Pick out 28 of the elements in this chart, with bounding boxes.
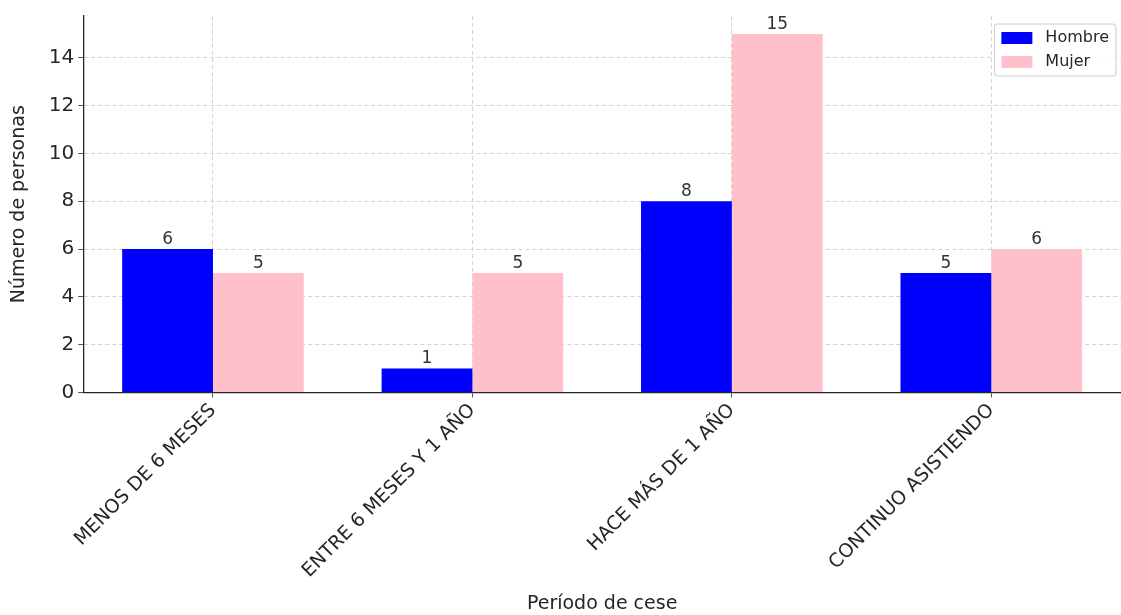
y-tick-label: 10 bbox=[48, 139, 75, 164]
x-axis-title: Período de cese bbox=[526, 590, 678, 613]
legend-label: Mujer bbox=[1045, 51, 1091, 71]
y-tick-label: 8 bbox=[61, 187, 75, 212]
bar bbox=[991, 249, 1083, 393]
bar bbox=[381, 368, 473, 393]
y-tick-label: 2 bbox=[61, 330, 75, 355]
data-label: 6 bbox=[162, 227, 173, 248]
bar bbox=[122, 249, 213, 393]
y-axis-title: Número de personas bbox=[6, 105, 29, 304]
y-tick-label: 0 bbox=[61, 378, 75, 403]
data-label: 6 bbox=[1031, 227, 1043, 248]
data-label: 5 bbox=[512, 251, 524, 272]
y-tick-label: 4 bbox=[61, 283, 75, 308]
data-label: 8 bbox=[681, 180, 692, 201]
y-tick-label: 12 bbox=[48, 91, 75, 116]
bar bbox=[900, 272, 992, 393]
y-tick-label: 6 bbox=[61, 235, 75, 260]
data-label: 5 bbox=[940, 251, 952, 272]
data-label: 1 bbox=[421, 347, 433, 368]
data-label: 5 bbox=[252, 251, 264, 272]
data-label: 15 bbox=[766, 12, 789, 33]
bar bbox=[212, 272, 304, 393]
bar bbox=[472, 272, 564, 393]
y-tick-label: 14 bbox=[48, 44, 75, 69]
bar bbox=[731, 33, 823, 393]
legend-label: Hombre bbox=[1045, 27, 1110, 47]
bar bbox=[641, 201, 732, 393]
